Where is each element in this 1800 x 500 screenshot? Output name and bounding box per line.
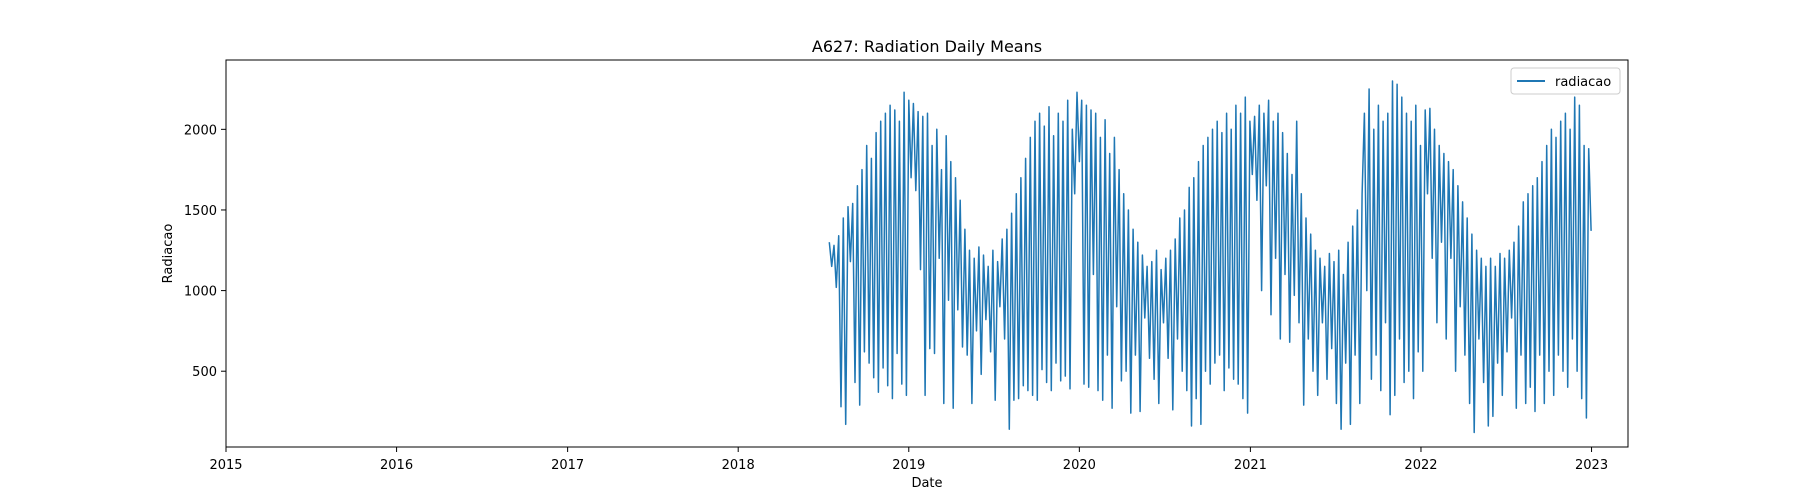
chart-title: A627: Radiation Daily Means [812,37,1042,56]
y-tick-label: 1500 [184,204,217,219]
y-tick-label: 2000 [184,123,217,138]
x-tick-label: 2022 [1404,458,1437,473]
axes-frame [225,59,1629,448]
x-tick-label: 2016 [380,458,413,473]
x-axis-ticks: 2015 2016 2017 2018 2019 2020 2021 2022 2023 [209,447,1608,473]
legend-label-radiacao: radiacao [1555,75,1611,90]
legend: radiacao [1510,67,1621,95]
series-line-radiacao [828,80,1592,434]
x-tick-label: 2018 [722,458,755,473]
x-tick-label: 2017 [551,458,584,473]
x-axis-label: Date [911,476,942,491]
x-tick-label: 2015 [209,458,242,473]
x-tick-label: 2020 [1063,458,1096,473]
plot-area [225,59,1629,448]
x-tick-label: 2023 [1575,458,1608,473]
y-tick-label: 1000 [184,285,217,300]
legend-box [1510,67,1621,95]
y-axis-label: Radiacao [161,224,176,284]
x-tick-label: 2019 [892,458,925,473]
y-axis-ticks: 500 1000 1500 2000 [184,123,226,380]
y-tick-label: 500 [192,365,217,380]
x-tick-label: 2021 [1234,458,1267,473]
